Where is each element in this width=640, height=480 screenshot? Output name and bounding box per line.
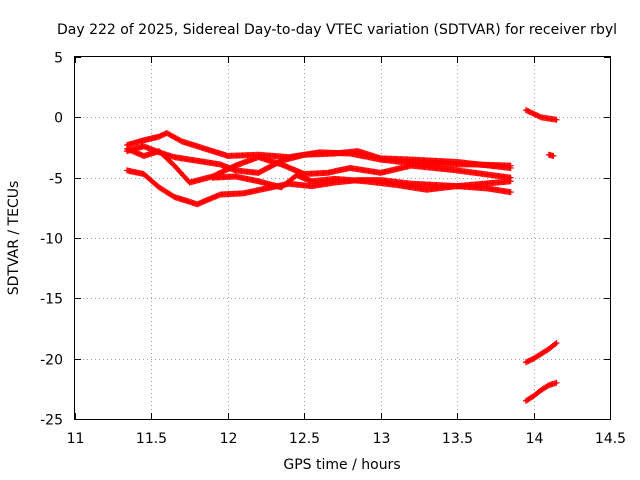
series-track-9 [522,379,560,404]
x-tick-label: 14.5 [595,431,626,447]
x-tick-label: 12.5 [289,431,320,447]
series-track-7 [545,151,557,159]
data-point [507,189,514,196]
data-point [507,178,514,185]
y-tick-label: -5 [49,172,63,188]
x-tick-label: 14 [526,431,544,447]
data-point [553,116,560,123]
data-point [507,165,514,172]
series-track-5 [209,172,514,196]
x-tick-label: 12 [220,431,238,447]
x-axis-label: GPS time / hours [283,457,400,473]
y-tick-label: -20 [40,353,63,369]
plot-frame [74,56,611,420]
series-track-3 [123,145,514,186]
x-tick-label: 13 [373,431,391,447]
data-point [553,339,560,346]
y-axis-label: SDTVAR / TECUs [6,181,22,296]
data-point [552,340,559,347]
y-tick-label: 5 [54,51,63,67]
y-tick-label: -25 [40,413,63,429]
data-point [550,152,557,159]
series-track-2 [123,143,514,176]
grid-lines [75,57,610,419]
y-tick-label: -15 [40,292,63,308]
y-tick-label: 0 [54,111,63,127]
x-tick-label: 13.5 [442,431,473,447]
series-track-6 [522,107,560,123]
y-tick-label: -10 [40,232,63,248]
x-tick-label: 11 [67,431,85,447]
axis-ticks: 11 11.5 12 12.5 13 13.5 14 14.5 5 0 -5 -10 -15 -20 -25 [40,51,626,448]
chart-title: Day 222 of 2025, Sidereal Day-to-day VTE… [57,22,617,38]
series-track-8 [522,339,560,366]
x-tick-label: 11.5 [136,431,167,447]
data-point [553,379,560,386]
data-points [123,107,560,404]
